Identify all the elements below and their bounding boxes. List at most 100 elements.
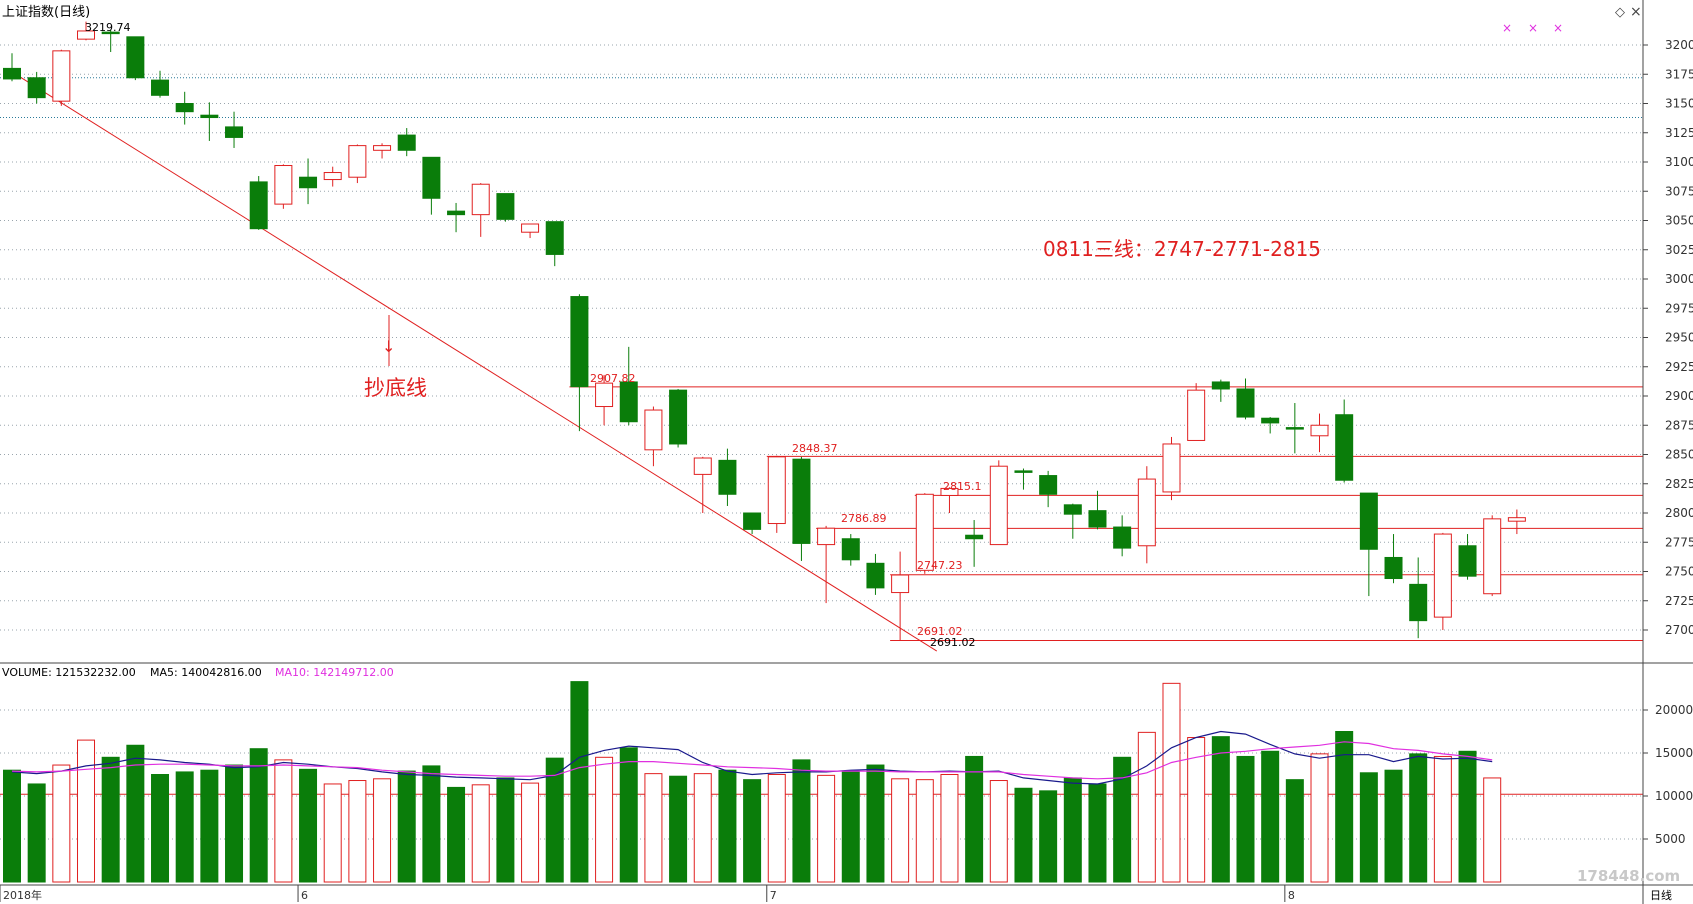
volume-bar <box>1433 755 1452 883</box>
candle-body <box>866 562 885 589</box>
volume-bar <box>644 773 663 883</box>
high-price-label: 3219.74 <box>85 21 131 34</box>
candle-body <box>151 79 170 96</box>
level-label-2786: 2786.89 <box>841 512 887 525</box>
ma10-line <box>11 741 1493 780</box>
close-icon[interactable]: × <box>1630 4 1642 20</box>
x-tick-label: 2018年 <box>3 888 42 902</box>
candle-body <box>1162 443 1181 493</box>
volume-bar <box>496 777 515 883</box>
candle-body <box>397 134 416 151</box>
candle-body <box>1310 424 1329 437</box>
candle-body <box>1014 470 1033 473</box>
ma5-value: MA5: 140042816.00 <box>150 666 262 679</box>
volume-bar <box>595 756 614 883</box>
volume-bar <box>989 780 1008 883</box>
price-grid <box>0 44 1643 631</box>
volume-bar <box>1063 777 1082 883</box>
x-axis: 2018年 6 7 8 <box>0 885 1295 902</box>
volume-bar <box>299 768 318 883</box>
price-tick-label: 2750 <box>1665 565 1693 579</box>
price-tick-label: 3100 <box>1665 155 1693 169</box>
volume-bar <box>175 771 194 883</box>
price-tick-label: 3150 <box>1665 97 1693 111</box>
candle-body <box>175 103 194 113</box>
volume-bar <box>1187 737 1206 883</box>
candle-body <box>1261 417 1280 424</box>
volume-bar <box>52 764 71 883</box>
candle-body <box>940 487 959 496</box>
candle-body <box>1433 533 1452 618</box>
candle-body <box>1113 526 1132 549</box>
candle-body <box>52 50 71 102</box>
volume-bar <box>1236 755 1255 883</box>
candle-body <box>1039 475 1058 495</box>
candle-body <box>3 67 21 80</box>
volume-bar <box>77 739 96 883</box>
mark-icon: × <box>1528 21 1538 35</box>
price-tick-label: 3075 <box>1665 184 1693 198</box>
price-tick-label: 3000 <box>1665 272 1693 286</box>
price-candles <box>3 21 1526 641</box>
candle-body <box>669 389 688 445</box>
volume-bar <box>1261 750 1280 883</box>
volume-bar <box>3 769 21 883</box>
price-tick-label: 3050 <box>1665 214 1693 228</box>
menu-icon[interactable]: ◇ <box>1615 5 1625 20</box>
volume-bar <box>323 783 342 883</box>
volume-tick-label: 15000 <box>1655 746 1693 760</box>
volume-bar <box>1162 682 1181 883</box>
candle-body <box>299 176 318 189</box>
candle-body <box>422 156 441 199</box>
volume-bar <box>126 744 145 883</box>
trendline <box>11 71 938 652</box>
volume-bar <box>471 784 490 883</box>
volume-bar <box>249 748 268 883</box>
candle-body <box>1187 389 1206 441</box>
volume-bar <box>619 747 638 883</box>
volume-bar <box>1384 769 1403 883</box>
x-tick-label: 6 <box>301 889 308 902</box>
candle-body <box>200 114 219 119</box>
price-tick-label: 3125 <box>1665 126 1693 140</box>
price-tick-label: 2975 <box>1665 301 1693 315</box>
candle-body <box>496 193 515 220</box>
price-horizontal-levels <box>569 386 1643 642</box>
low-price-label-red: 2691.02 <box>917 625 963 638</box>
candle-body <box>348 145 367 178</box>
candle-body <box>570 296 589 388</box>
down-arrow-icon: ↓ <box>382 337 395 356</box>
volume-bar <box>521 782 540 883</box>
volume-bar <box>570 681 589 883</box>
volume-bar <box>792 759 811 883</box>
ma5-line <box>11 730 1493 785</box>
candle-body <box>1285 427 1304 430</box>
volume-bar <box>718 769 737 883</box>
price-tick-label: 2775 <box>1665 535 1693 549</box>
candle-body <box>447 210 466 216</box>
volume-bar <box>1458 750 1477 883</box>
candle-body <box>841 538 860 561</box>
candle-body <box>373 145 392 151</box>
candle-body <box>891 574 910 594</box>
level-label-2815: 2815.1 <box>943 480 982 493</box>
volume-bar <box>274 759 293 883</box>
price-tick-label: 2850 <box>1665 448 1693 462</box>
candle-body <box>792 458 811 544</box>
candle-body <box>693 457 712 475</box>
candle-body <box>471 183 490 216</box>
volume-bar <box>348 780 367 883</box>
volume-bar <box>866 764 885 883</box>
candle-body <box>743 512 762 530</box>
volume-bar <box>1285 779 1304 883</box>
price-tick-label: 2725 <box>1665 594 1693 608</box>
price-tick-label: 2800 <box>1665 506 1693 520</box>
volume-tick-label: 10000 <box>1655 789 1693 803</box>
candle-body <box>101 31 120 35</box>
price-tick-label: 2900 <box>1665 389 1693 403</box>
volume-bar <box>447 786 466 883</box>
volume-bar <box>151 774 170 883</box>
level-label-2848: 2848.37 <box>792 442 838 455</box>
chart-title: 上证指数(日线) <box>2 5 90 20</box>
